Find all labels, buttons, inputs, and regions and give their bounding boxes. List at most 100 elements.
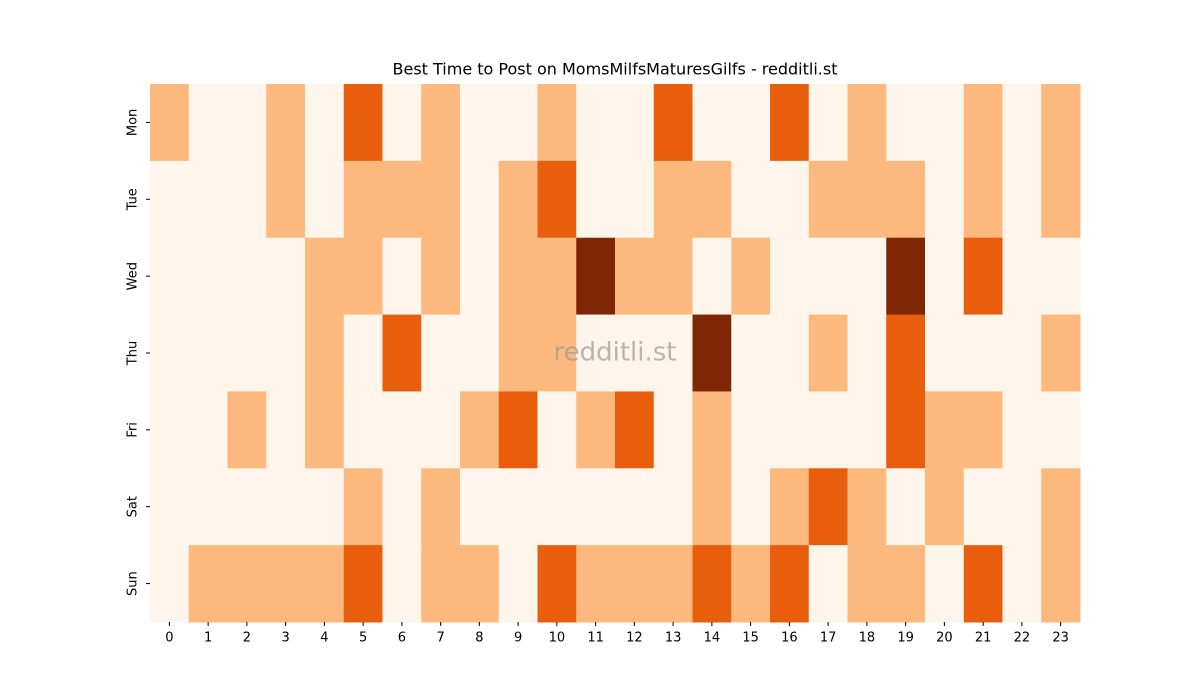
heatmap-cell [963,391,1003,469]
heatmap-cell [1041,314,1081,392]
watermark: redditli.st [554,338,677,368]
heatmap-cell [615,84,655,162]
heatmap-cell [498,237,538,316]
heatmap-cell [1002,160,1042,239]
heatmap-cell [770,160,810,239]
heatmap-cell [692,84,732,162]
heatmap-cell [653,160,693,239]
x-tick-label: 9 [514,631,522,646]
heatmap-cell [1002,391,1042,469]
x-tick-label: 17 [820,631,837,646]
heatmap-cell [576,160,616,239]
y-tick-label: Mon [126,109,141,136]
heatmap-cell [847,160,887,239]
x-tick-label: 18 [859,631,876,646]
heatmap-cell [692,237,732,316]
heatmap-cell [421,237,461,316]
heatmap-cell [227,160,267,239]
heatmap-cell [227,545,267,623]
heatmap-cell [963,160,1003,239]
heatmap-cell [382,237,422,316]
heatmap-cell [847,468,887,546]
heatmap-cell [808,160,848,239]
heatmap-cell [925,545,965,623]
heatmap-cell [1002,84,1042,162]
x-tick-label: 19 [897,631,914,646]
heatmap-cell [305,391,345,469]
heatmap-cell [692,160,732,239]
heatmap-cell [460,84,500,162]
heatmap-cell [150,84,190,162]
x-tick-label: 22 [1014,631,1031,646]
heatmap-cell [886,237,926,316]
x-tick-label: 3 [281,631,289,646]
heatmap-cell [808,391,848,469]
heatmap-cell [808,84,848,162]
heatmap-cell [615,545,655,623]
heatmap-cell [847,545,887,623]
heatmap-cell [537,237,577,316]
heatmap-cell [1041,545,1081,623]
heatmap-cell [266,237,306,316]
heatmap-cell [498,545,538,623]
x-tick-label: 8 [475,631,483,646]
heatmap-cell [925,468,965,546]
heatmap-cell [537,84,577,162]
heatmap-cell [188,545,228,623]
heatmap-cell [382,468,422,546]
heatmap-cell [653,391,693,469]
x-tick-label: 21 [975,631,992,646]
heatmap-cell [576,468,616,546]
heatmap-cell [305,545,345,623]
heatmap-cell [266,84,306,162]
heatmap-cell [537,160,577,239]
heatmap-cell [963,237,1003,316]
x-tick-label: 7 [436,631,444,646]
heatmap-cell [653,237,693,316]
heatmap-cell [305,84,345,162]
heatmap-cell [731,84,771,162]
heatmap-cell [731,545,771,623]
heatmap-cell [150,314,190,392]
heatmap-cell [150,391,190,469]
heatmap-cell [266,545,306,623]
heatmap-cell [808,468,848,546]
x-tick-label: 0 [165,631,173,646]
heatmap-cell [382,160,422,239]
heatmap-cell [615,468,655,546]
heatmap-cell [770,468,810,546]
heatmap-cell [460,314,500,392]
heatmap-cell [188,314,228,392]
y-tick-label: Sat [126,496,141,517]
heatmap-cell [460,468,500,546]
heatmap-cell [343,468,383,546]
heatmap-cell [576,237,616,316]
x-tick-label: 23 [1052,631,1069,646]
heatmap-cell [770,545,810,623]
heatmap-cell [615,160,655,239]
heatmap-cell [382,314,422,392]
heatmap-cell [537,391,577,469]
heatmap-cell [653,545,693,623]
heatmap-cell [731,160,771,239]
heatmap-cell [188,391,228,469]
heatmap-cell [1002,237,1042,316]
heatmap-cell [305,160,345,239]
heatmap-cell [963,84,1003,162]
heatmap-cell [731,237,771,316]
y-tick-label: Sun [126,571,141,596]
heatmap-cell [886,468,926,546]
heatmap-cell [925,237,965,316]
heatmap-cell [847,314,887,392]
heatmap-cell [808,314,848,392]
heatmap-cell [305,314,345,392]
heatmap-cell [343,314,383,392]
heatmap-cell [963,314,1003,392]
heatmap-cell [343,84,383,162]
heatmap-cell [808,237,848,316]
heatmap-cell [498,160,538,239]
x-tick-label: 10 [549,631,566,646]
heatmap-cell [692,391,732,469]
heatmap-cell [1041,160,1081,239]
